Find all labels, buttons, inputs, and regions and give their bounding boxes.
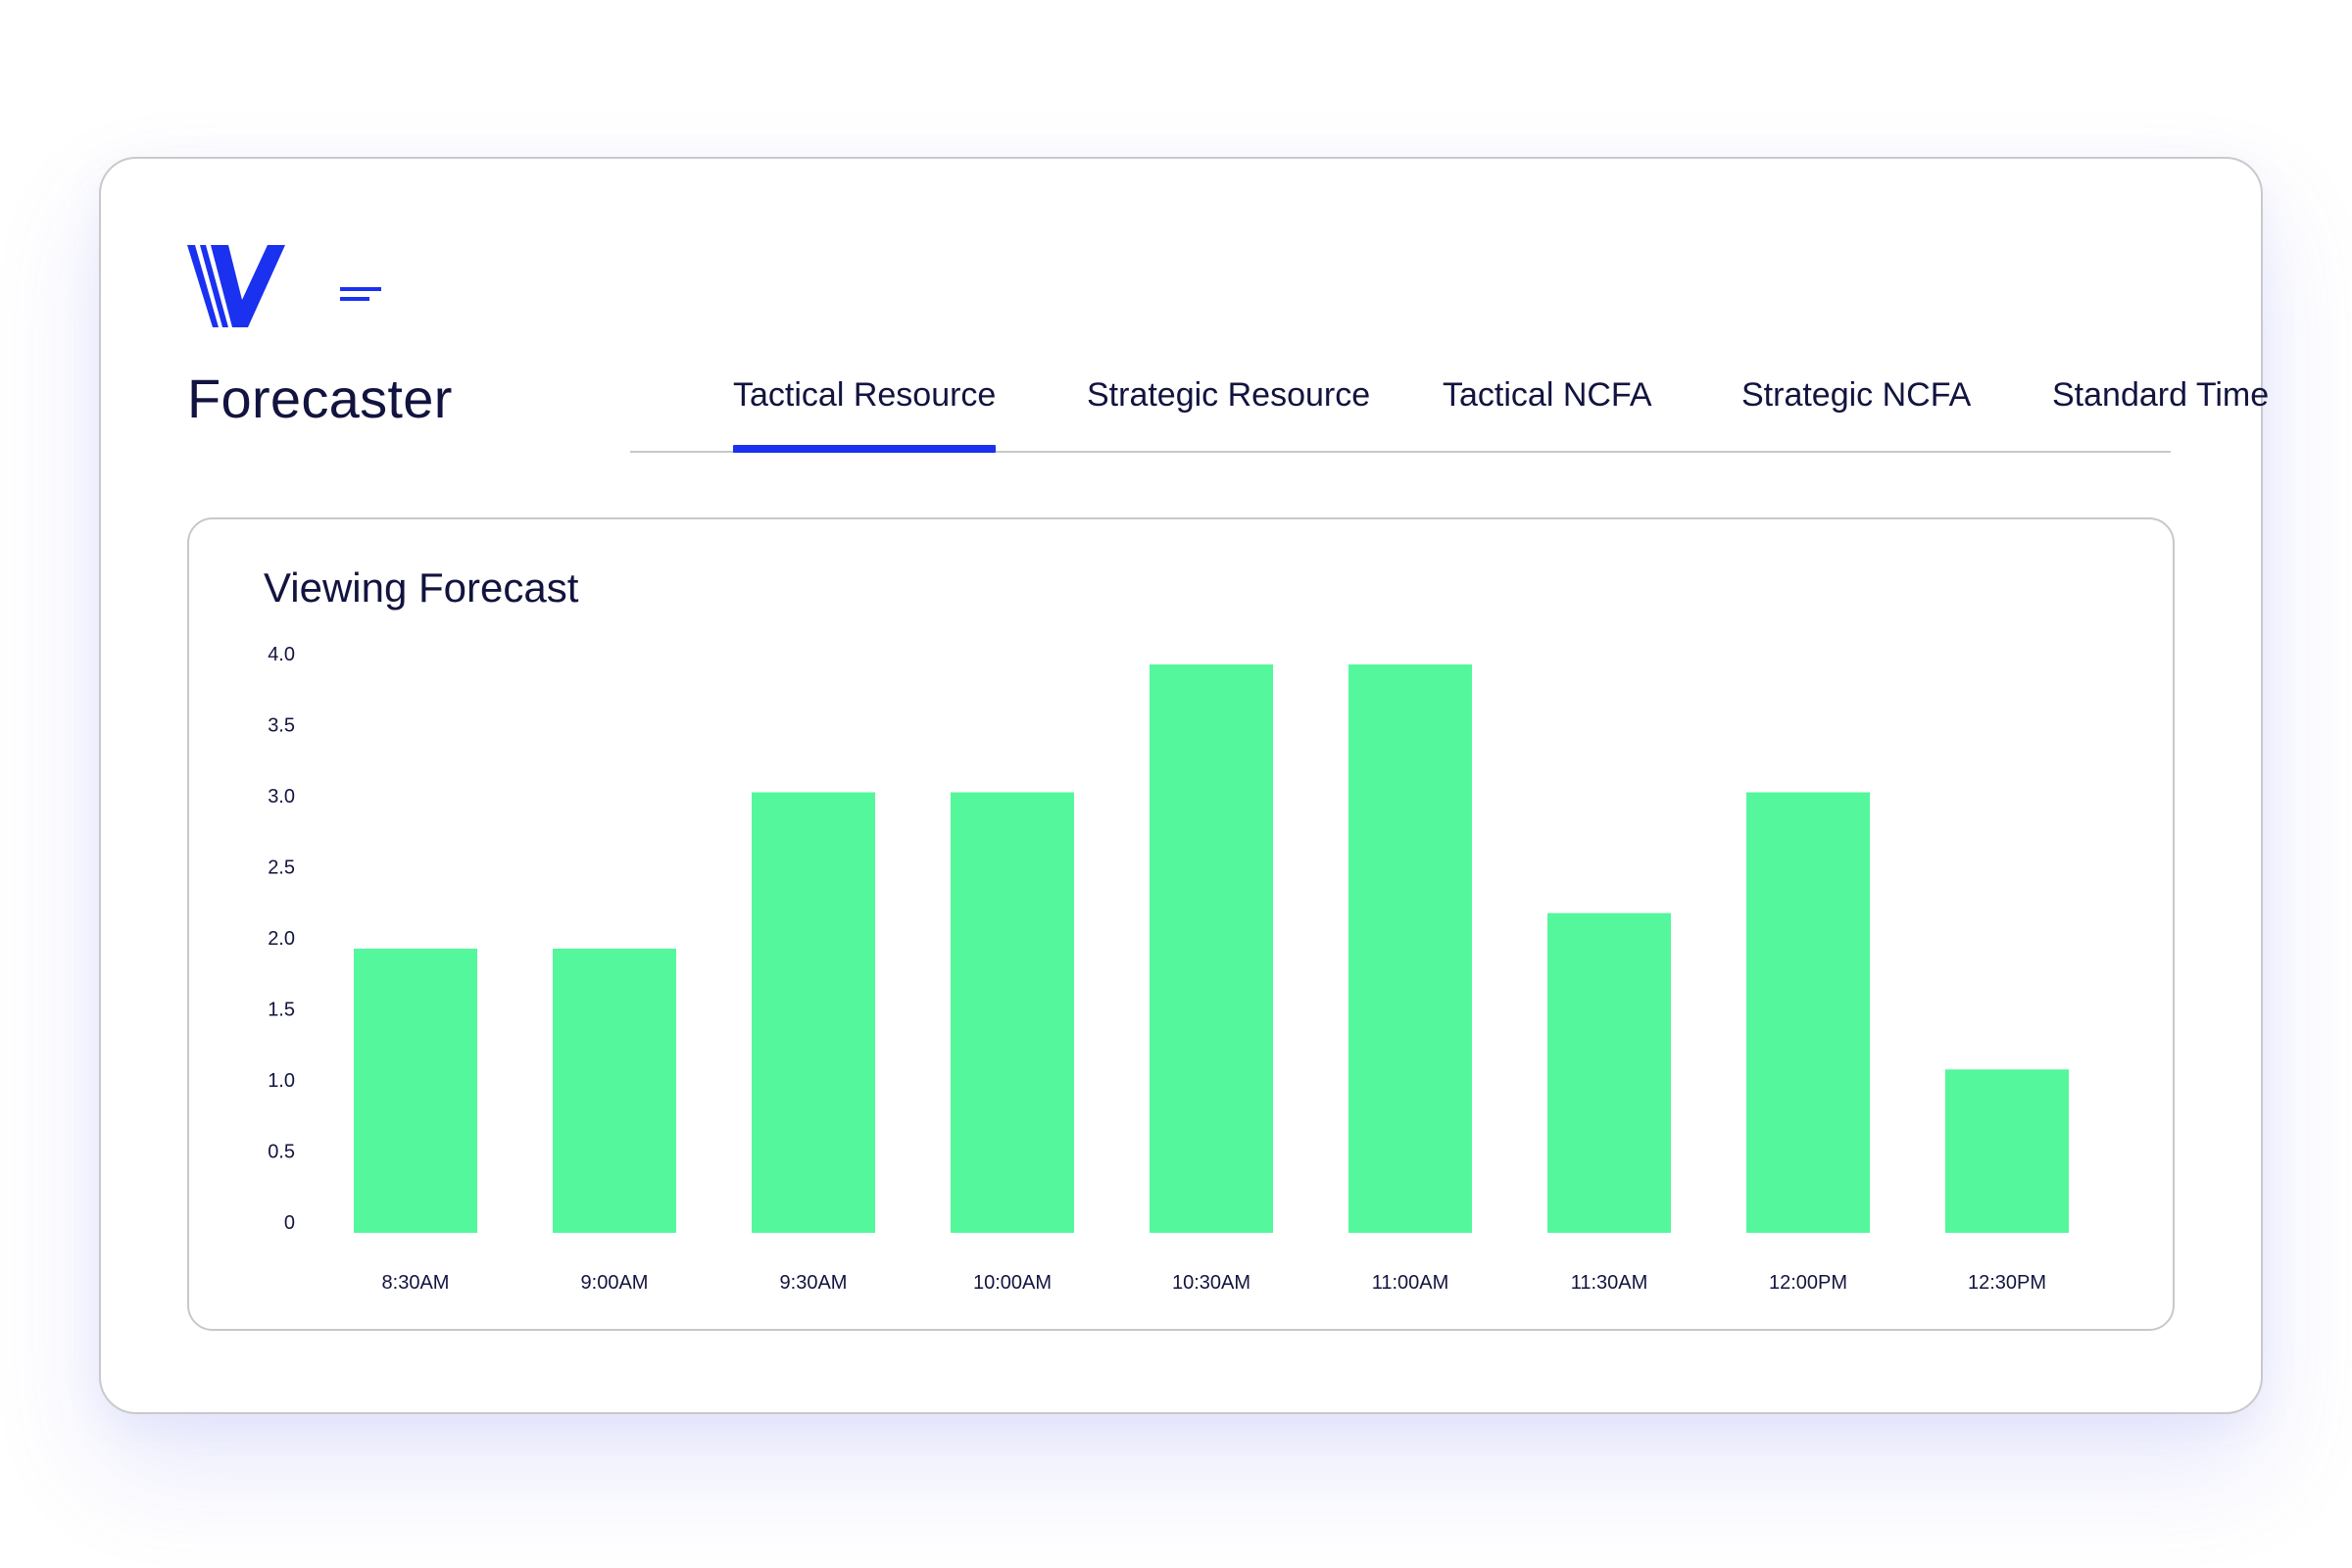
y-tick-label: 4.0 [268,644,295,665]
tab-bar: Tactical Resource Strategic Resource Tac… [630,374,2269,613]
x-tick-label: 10:30AM [1172,1272,1250,1294]
y-tick-label: 3.5 [268,715,295,737]
tab-label: Tactical NCFA [1443,376,1652,414]
bar[interactable] [354,949,477,1233]
tab-standard-time[interactable]: Standard Time [2052,374,2269,455]
x-tick-label: 12:00PM [1769,1272,1847,1294]
x-tick-label: 11:00AM [1372,1272,1449,1294]
tab-strategic-ncfa[interactable]: Strategic NCFA [1741,374,1971,455]
tab-strategic-resource[interactable]: Strategic Resource [1087,374,1370,455]
forecast-panel: Viewing Forecast 0 0.5 1.0 1.5 2.0 2.5 3.0 3.5 4… [187,517,2175,1331]
bar[interactable] [951,792,1074,1234]
tab-tactical-ncfa[interactable]: Tactical NCFA [1443,374,1652,455]
y-tick-label: 0.5 [268,1142,295,1163]
x-tick-label: 12:30PM [1968,1272,2046,1294]
menu-icon[interactable] [336,282,385,308]
tab-label: Tactical Resource [733,376,997,414]
tab-bar-divider [630,451,2171,453]
x-tick-label: 9:00AM [581,1272,649,1294]
app-window: Forecaster Tactical Resource Strategic R… [99,157,2269,1414]
tab-label: Standard Time [2052,376,2270,414]
tab-label: Strategic NCFA [1741,376,1972,414]
bar[interactable] [553,949,676,1233]
x-tick-label: 8:30AM [382,1272,450,1294]
y-tick-label: 1.5 [268,1000,295,1021]
bar[interactable] [1348,664,1472,1233]
app-title: Forecaster [187,368,453,429]
x-tick-label: 9:30AM [780,1272,848,1294]
bar[interactable] [752,792,875,1234]
x-tick-label: 11:30AM [1571,1272,1648,1294]
y-tick-label: 3.0 [268,786,295,808]
tab-tactical-resource[interactable]: Tactical Resource [733,374,997,455]
y-tick-label: 2.0 [268,928,295,950]
y-tick-label: 0 [284,1212,295,1234]
v-stripes-logo-icon [187,245,285,331]
x-tick-label: 10:00AM [973,1272,1052,1294]
bar[interactable] [1547,912,1671,1233]
chart-title: Viewing Forecast [264,564,579,611]
bar[interactable] [1746,792,1870,1234]
y-tick-label: 2.5 [268,858,295,879]
viewing-forecast-chart: 0 0.5 1.0 1.5 2.0 2.5 3.0 3.5 4.0 8:30AM 9:00AM 9:3… [268,644,2069,1294]
bar[interactable] [1945,1069,2069,1233]
bar[interactable] [1150,664,1273,1233]
y-tick-label: 1.0 [268,1070,295,1092]
tab-label: Strategic Resource [1087,376,1371,414]
